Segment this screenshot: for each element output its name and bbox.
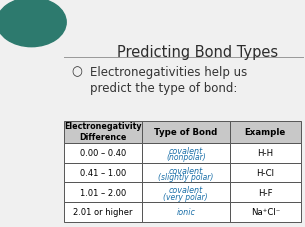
Text: 0.41 – 1.00: 0.41 – 1.00 xyxy=(80,168,126,177)
FancyBboxPatch shape xyxy=(230,202,301,222)
Text: ○: ○ xyxy=(72,65,82,78)
Text: H-F: H-F xyxy=(258,188,273,197)
Text: 1.01 – 2.00: 1.01 – 2.00 xyxy=(80,188,126,197)
FancyBboxPatch shape xyxy=(63,163,142,183)
Text: (very polar): (very polar) xyxy=(163,192,208,201)
FancyBboxPatch shape xyxy=(142,183,230,202)
Text: Example: Example xyxy=(245,128,286,137)
Text: H-Cl: H-Cl xyxy=(256,168,274,177)
Text: covalent: covalent xyxy=(169,185,203,195)
Text: covalent: covalent xyxy=(169,146,203,155)
FancyBboxPatch shape xyxy=(230,183,301,202)
FancyBboxPatch shape xyxy=(142,121,230,143)
Text: H-H: H-H xyxy=(257,148,273,158)
Circle shape xyxy=(0,0,66,47)
Text: ionic: ionic xyxy=(176,207,195,217)
FancyBboxPatch shape xyxy=(142,202,230,222)
FancyBboxPatch shape xyxy=(142,143,230,163)
Text: covalent: covalent xyxy=(169,166,203,175)
Text: (nonpolar): (nonpolar) xyxy=(166,152,206,161)
FancyBboxPatch shape xyxy=(63,202,142,222)
Text: Type of Bond: Type of Bond xyxy=(154,128,217,137)
FancyBboxPatch shape xyxy=(142,163,230,183)
FancyBboxPatch shape xyxy=(230,163,301,183)
FancyBboxPatch shape xyxy=(230,143,301,163)
Text: Electronegativities help us
predict the type of bond:: Electronegativities help us predict the … xyxy=(90,65,247,94)
FancyBboxPatch shape xyxy=(63,183,142,202)
FancyBboxPatch shape xyxy=(63,121,142,143)
Text: Electronegativity
Difference: Electronegativity Difference xyxy=(64,122,142,141)
Text: Predicting Bond Types: Predicting Bond Types xyxy=(117,45,278,59)
FancyBboxPatch shape xyxy=(230,121,301,143)
FancyBboxPatch shape xyxy=(63,143,142,163)
Text: 2.01 or higher: 2.01 or higher xyxy=(73,207,132,217)
Text: 0.00 – 0.40: 0.00 – 0.40 xyxy=(80,148,126,158)
Text: (slightly polar): (slightly polar) xyxy=(158,172,214,181)
Text: Na⁺Cl⁻: Na⁺Cl⁻ xyxy=(251,207,280,217)
